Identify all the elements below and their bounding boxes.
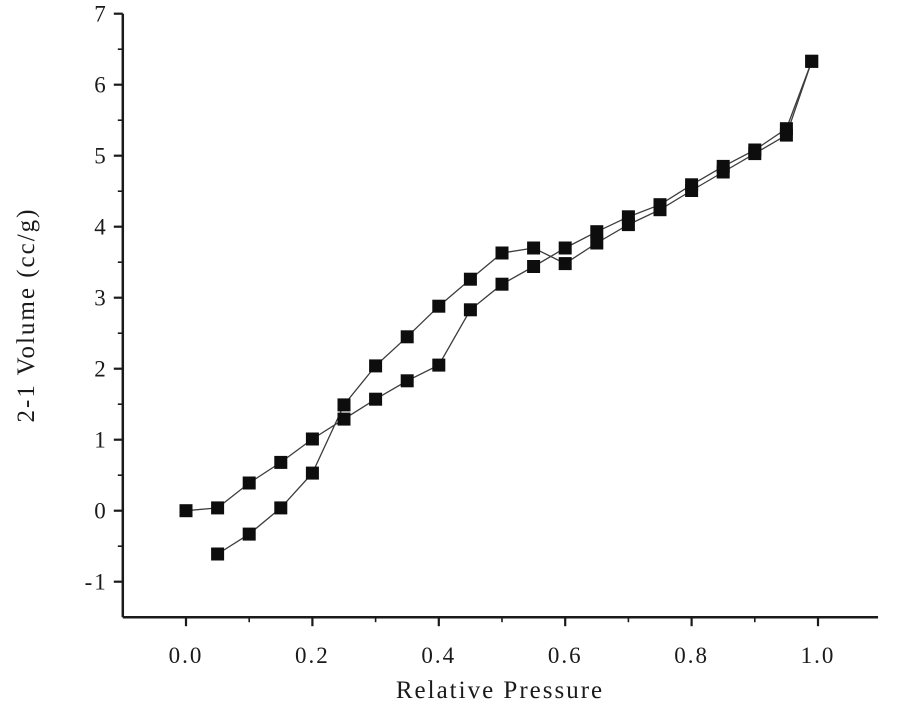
series-2-marker <box>527 241 541 255</box>
series-1-marker <box>558 241 572 255</box>
x-tick-label: 0.0 <box>169 643 204 668</box>
series-2-marker <box>805 54 819 68</box>
series-2-marker <box>653 203 667 217</box>
series-1-marker <box>495 277 509 291</box>
series-1-marker <box>432 358 446 372</box>
y-axis-title: 2-1 Volume (cc/g) <box>13 208 40 423</box>
y-tick-label: 7 <box>94 2 108 27</box>
series-2-marker <box>432 299 446 313</box>
y-tick-label: 0 <box>94 499 108 524</box>
y-tick-label: 3 <box>94 286 108 311</box>
series-1-marker <box>400 374 414 388</box>
series-2-marker <box>495 246 509 260</box>
series-2-marker <box>463 272 477 286</box>
series-1-marker <box>211 501 225 515</box>
series-2-marker <box>305 466 319 480</box>
series-2-marker <box>211 547 225 561</box>
series-2-marker <box>274 501 288 515</box>
y-tick-label: 4 <box>94 215 108 240</box>
x-axis-title: Relative Pressure <box>396 677 604 704</box>
y-tick-label: -1 <box>85 570 108 595</box>
series-1-marker <box>590 225 604 239</box>
series-1-marker <box>274 455 288 469</box>
x-tick-label: 1.0 <box>801 643 836 668</box>
series-2-marker <box>242 527 256 541</box>
x-tick-label: 0.2 <box>295 643 330 668</box>
series-1-marker <box>527 260 541 273</box>
y-tick-label: 6 <box>94 73 108 98</box>
series-2-marker <box>400 330 414 344</box>
series-2-marker <box>621 218 635 232</box>
y-tick-label: 2 <box>94 357 108 382</box>
y-tick-label: 5 <box>94 144 108 169</box>
series-1-marker <box>305 432 319 446</box>
series-1-marker <box>179 504 193 518</box>
series-2-marker <box>685 184 699 197</box>
x-tick-label: 0.6 <box>548 643 583 668</box>
series-2-marker <box>716 165 730 179</box>
y-tick-label: 1 <box>94 428 108 453</box>
series-1-marker <box>463 303 477 317</box>
series-2-marker <box>779 128 793 142</box>
series-1-marker <box>337 412 351 426</box>
series-2-marker <box>748 147 762 161</box>
x-tick-label: 0.4 <box>421 643 456 668</box>
series-2-marker <box>590 236 604 250</box>
series-1-marker <box>242 476 256 490</box>
series-1-marker <box>369 392 383 406</box>
series-2-marker <box>558 257 572 271</box>
series-2-marker <box>369 359 383 373</box>
series-2-marker <box>337 398 351 412</box>
x-tick-label: 0.8 <box>674 643 709 668</box>
series-2-line <box>217 61 813 555</box>
